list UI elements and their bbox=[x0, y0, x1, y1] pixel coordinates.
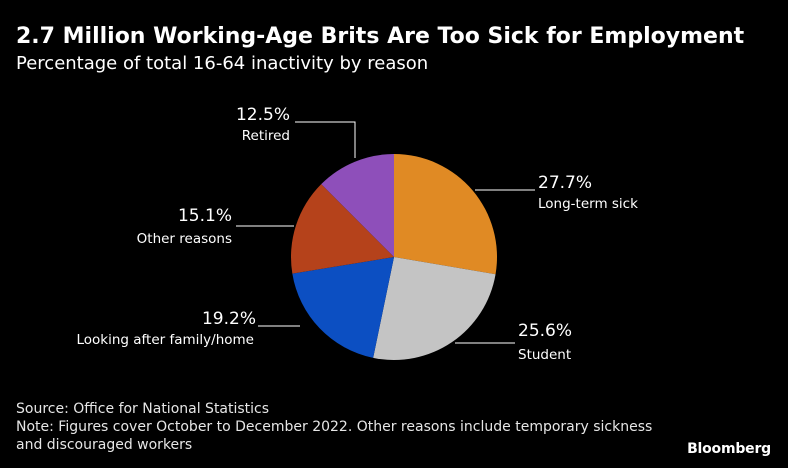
chart-subtitle: Percentage of total 16-64 inactivity by … bbox=[16, 53, 429, 74]
leader-line-retired bbox=[295, 121, 356, 158]
category-label-student: Student bbox=[518, 347, 571, 363]
footnote: Note: Figures cover October to December … bbox=[16, 419, 653, 453]
data-label-looking-after-family-home: 19.2% bbox=[202, 309, 256, 329]
data-label-long-term-sick: 27.7% bbox=[538, 173, 592, 193]
category-label-looking-after-family-home: Looking after family/home bbox=[76, 332, 254, 348]
data-label-retired: 12.5% bbox=[236, 105, 290, 125]
pie-slice-retired bbox=[321, 154, 394, 257]
category-label-other-reasons: Other reasons bbox=[137, 231, 232, 247]
data-label-student: 25.6% bbox=[518, 321, 572, 341]
pie-slice-long-term-sick bbox=[394, 154, 497, 275]
pie-slice-other-reasons bbox=[290, 184, 394, 274]
chart-title: 2.7 Million Working-Age Brits Are Too Si… bbox=[16, 24, 745, 49]
bloomberg-logo: Bloomberg bbox=[687, 441, 771, 457]
chart-footer: Source: Office for National Statistics N… bbox=[16, 400, 656, 454]
pie-slice-student bbox=[373, 257, 496, 360]
category-label-long-term-sick: Long-term sick bbox=[538, 196, 638, 212]
data-label-other-reasons: 15.1% bbox=[178, 206, 232, 226]
category-label-retired: Retired bbox=[242, 128, 290, 144]
pie-slice-looking-after-family-home bbox=[292, 257, 394, 358]
source-note: Source: Office for National Statistics bbox=[16, 401, 270, 417]
